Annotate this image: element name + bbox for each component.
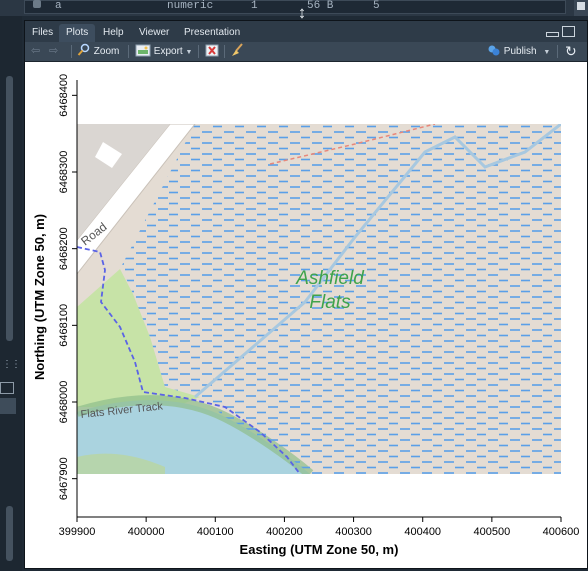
- broom-icon: [232, 43, 243, 56]
- publish-icon: [488, 45, 500, 56]
- variable-value: 5: [373, 0, 380, 12]
- variable-length: 1: [251, 0, 258, 12]
- env-scroll-thumb[interactable]: [577, 2, 585, 10]
- env-scrollbar[interactable]: [574, 0, 588, 16]
- y-ticks: 6467900 6468000 6468100 6468200 6468300 64684…: [58, 74, 77, 500]
- x-tick-label: 400300: [335, 526, 372, 538]
- dropdown-caret-icon: ▼: [185, 49, 193, 56]
- export-image-icon: [135, 44, 151, 57]
- environment-row[interactable]: a numeric 1 56 B 5: [24, 0, 566, 14]
- forward-arrow-icon[interactable]: ⇨: [49, 45, 59, 57]
- y-tick-label: 6468000: [58, 381, 70, 424]
- export-label: Export: [153, 46, 183, 57]
- environment-strip: a numeric 1 56 B 5: [0, 0, 588, 16]
- toolbar-divider: [71, 45, 72, 58]
- dropdown-caret-icon: ▼: [543, 49, 551, 56]
- map-plot: Road Ashfield Flats Flats River Track 39…: [32, 74, 580, 557]
- tab-help[interactable]: Help: [103, 27, 124, 38]
- y-tick-label: 6467900: [58, 457, 70, 500]
- pane-restore-icon[interactable]: [0, 382, 14, 394]
- export-button[interactable]: Export ▼: [135, 43, 192, 60]
- maximize-icon[interactable]: [562, 26, 575, 37]
- x-tick-label: 400100: [197, 526, 234, 538]
- x-tick-label: 400500: [473, 526, 510, 538]
- x-tick-label: 400200: [266, 526, 303, 538]
- gutter-scrollbar[interactable]: [6, 76, 13, 341]
- variable-name: a: [55, 0, 62, 12]
- gutter-scrollbar-lower[interactable]: [6, 506, 13, 561]
- x-tick-label: 400600: [543, 526, 580, 538]
- toolbar-divider: [557, 45, 558, 58]
- resize-vertical-icon[interactable]: ↕: [297, 3, 307, 22]
- y-tick-label: 6468100: [58, 304, 70, 347]
- tab-presentation[interactable]: Presentation: [184, 27, 241, 38]
- y-axis-title: Northing (UTM Zone 50, m): [32, 214, 47, 380]
- tab-files[interactable]: Files: [32, 27, 54, 38]
- variable-icon: [33, 0, 41, 8]
- y-tick-label: 6468400: [58, 74, 70, 117]
- magnifier-icon: [77, 43, 90, 56]
- variable-type: numeric: [167, 0, 214, 12]
- wetland-label-line2: Flats: [309, 292, 351, 313]
- tab-viewer[interactable]: Viewer: [139, 27, 170, 38]
- brush-icon[interactable]: [0, 398, 16, 414]
- wetland-label-line1: Ashfield: [295, 268, 365, 289]
- refresh-icon[interactable]: ↻: [565, 43, 577, 59]
- y-tick-label: 6468200: [58, 227, 70, 270]
- toolbar-divider: [224, 45, 225, 58]
- plots-pane: Files Plots Help Viewer Presentation ⇦ ⇨…: [24, 20, 588, 569]
- zoom-label: Zoom: [93, 46, 120, 57]
- x-ticks: 399900 400000 400100 400200 400300 400400 4005…: [59, 517, 580, 538]
- plots-toolbar: ⇦ ⇨ Zoom Export ▼: [25, 42, 587, 62]
- x-tick-label: 400000: [128, 526, 165, 538]
- toolbar-divider: [128, 45, 129, 58]
- zoom-button[interactable]: Zoom: [77, 43, 119, 60]
- clear-all-button[interactable]: [230, 43, 244, 60]
- tab-plots[interactable]: Plots: [59, 24, 96, 42]
- plot-viewer: Road Ashfield Flats Flats River Track 39…: [25, 62, 587, 568]
- basemap: Road Ashfield Flats Flats River Track: [77, 124, 561, 474]
- remove-plot-icon: [205, 44, 219, 57]
- publish-button[interactable]: Publish ▼: [487, 43, 550, 60]
- back-arrow-icon[interactable]: ⇦: [31, 45, 41, 57]
- x-axis-title: Easting (UTM Zone 50, m): [240, 542, 399, 557]
- toolbar-divider: [198, 45, 199, 58]
- pane-tabs: Files Plots Help Viewer Presentation: [25, 21, 587, 42]
- minimize-icon[interactable]: [546, 32, 559, 37]
- publish-label: Publish: [503, 46, 537, 57]
- left-gutter: ⋮⋮: [0, 16, 22, 571]
- x-tick-label: 399900: [59, 526, 96, 538]
- y-tick-label: 6468300: [58, 151, 70, 194]
- x-tick-label: 400400: [404, 526, 441, 538]
- splitter-handle-icon[interactable]: ⋮⋮: [2, 359, 21, 370]
- variable-size: 56 B: [307, 0, 334, 12]
- remove-plot-button[interactable]: [205, 43, 219, 60]
